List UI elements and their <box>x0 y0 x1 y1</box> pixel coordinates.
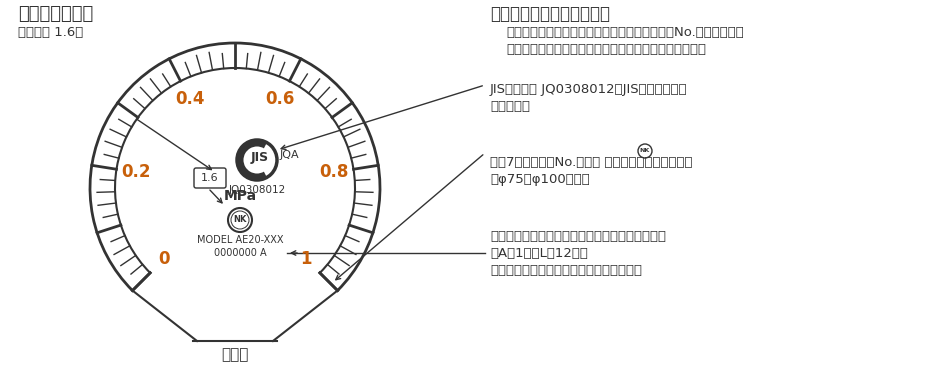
Text: 0.8: 0.8 <box>319 164 349 182</box>
Text: JQ0308012: JQ0308012 <box>228 185 286 195</box>
Text: 精度等級 1.6級: 精度等級 1.6級 <box>18 26 84 39</box>
Text: 0.4: 0.4 <box>175 90 204 108</box>
Text: NK: NK <box>640 149 650 154</box>
Text: 成績表等には器番のみの記載となります。: 成績表等には器番のみの記載となります。 <box>490 264 642 277</box>
Text: 1.6: 1.6 <box>201 173 219 183</box>
Text: 0: 0 <box>159 250 170 268</box>
Text: JIS: JIS <box>251 152 269 165</box>
Text: 入ります。: 入ります。 <box>490 100 530 113</box>
Text: 0.2: 0.2 <box>122 164 151 182</box>
Text: 目盛指定：（オプション）: 目盛指定：（オプション） <box>490 5 610 23</box>
Text: 形番7桁（モデルNo.）が、 マークの下に入ります。: 形番7桁（モデルNo.）が、 マークの下に入ります。 <box>490 156 693 169</box>
Text: サークル塗り、色線はオプションとして製作致します。: サークル塗り、色線はオプションとして製作致します。 <box>506 43 706 56</box>
Text: MPa: MPa <box>223 189 256 203</box>
Text: 目　量: 目 量 <box>221 347 249 362</box>
Text: MODEL AE20-XXX: MODEL AE20-XXX <box>197 235 283 245</box>
Text: （A：1月〜L：12月）: （A：1月〜L：12月） <box>490 247 588 260</box>
Text: （φ75、φ100のみ）: （φ75、φ100のみ） <box>490 173 590 186</box>
Text: 容量目盛、二重目盛（圧力と圧力以外）、計器No.、記入文字、: 容量目盛、二重目盛（圧力と圧力以外）、計器No.、記入文字、 <box>506 26 744 39</box>
Text: JIS認証番号 JQ0308012がJISマークの下に: JIS認証番号 JQ0308012がJISマークの下に <box>490 83 688 96</box>
Text: JQA: JQA <box>280 150 299 160</box>
Text: 1: 1 <box>300 250 312 268</box>
Text: 0000000 A: 0000000 A <box>214 248 266 258</box>
Text: 参考図：目盛板: 参考図：目盛板 <box>18 5 93 23</box>
Text: 器番の横にアルファベットで製造月が入ります。: 器番の横にアルファベットで製造月が入ります。 <box>490 230 666 243</box>
Text: 0.6: 0.6 <box>266 90 295 108</box>
Text: NK: NK <box>234 216 247 224</box>
